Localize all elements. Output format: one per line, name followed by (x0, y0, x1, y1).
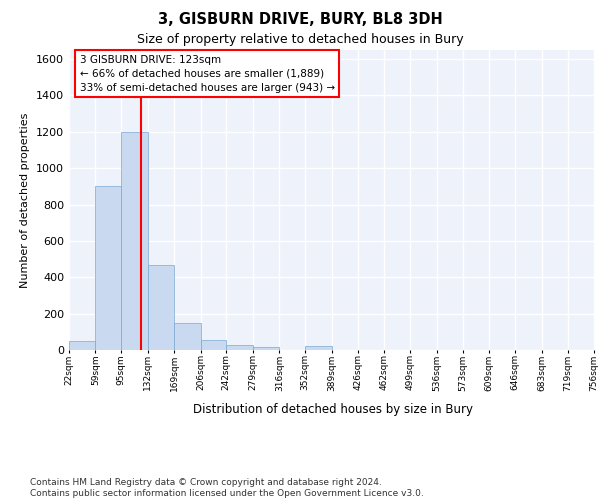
Bar (148, 264, 174, 350)
Text: Contains HM Land Registry data © Crown copyright and database right 2024.
Contai: Contains HM Land Registry data © Crown c… (30, 478, 424, 498)
Bar (253, 348, 279, 350)
Bar (226, 345, 253, 350)
Text: Size of property relative to detached houses in Bury: Size of property relative to detached ho… (137, 32, 463, 46)
Bar (174, 322, 200, 350)
Text: 3, GISBURN DRIVE, BURY, BL8 3DH: 3, GISBURN DRIVE, BURY, BL8 3DH (158, 12, 442, 28)
Bar (95, 186, 121, 350)
Y-axis label: Number of detached properties: Number of detached properties (20, 112, 31, 288)
Text: Distribution of detached houses by size in Bury: Distribution of detached houses by size … (193, 402, 473, 415)
Bar (121, 132, 148, 350)
Bar (200, 340, 226, 350)
Bar (69, 341, 95, 350)
Text: 3 GISBURN DRIVE: 123sqm
← 66% of detached houses are smaller (1,889)
33% of semi: 3 GISBURN DRIVE: 123sqm ← 66% of detache… (79, 54, 335, 92)
Bar (305, 346, 331, 350)
